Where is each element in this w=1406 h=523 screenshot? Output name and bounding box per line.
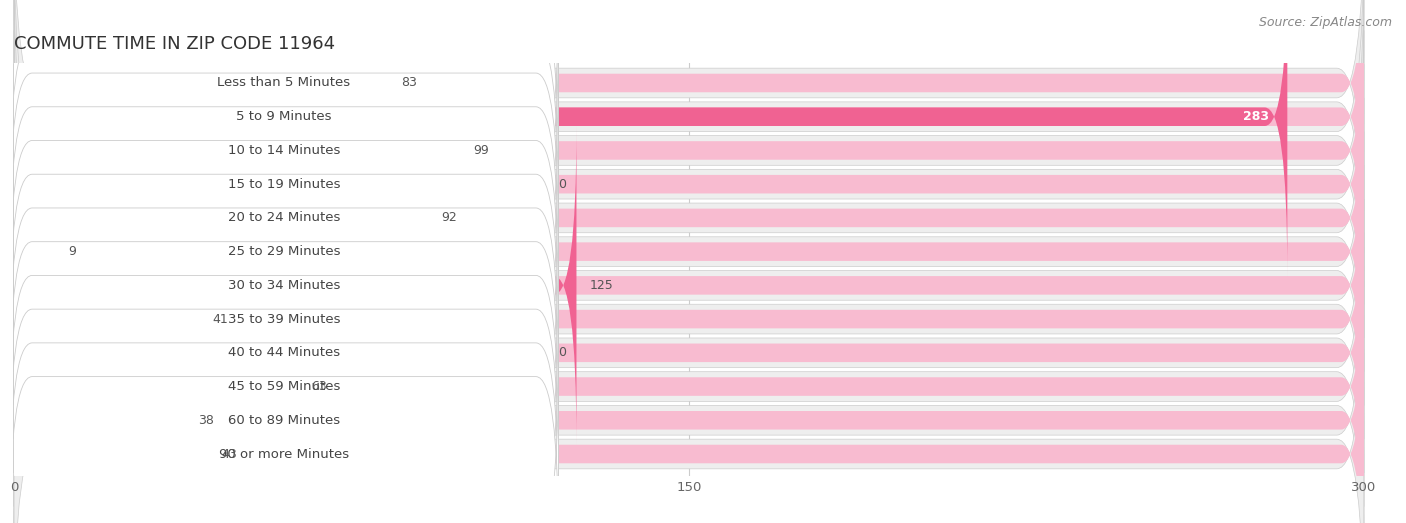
Text: Source: ZipAtlas.com: Source: ZipAtlas.com [1258, 16, 1392, 29]
FancyBboxPatch shape [10, 194, 558, 377]
FancyBboxPatch shape [14, 59, 427, 377]
FancyBboxPatch shape [14, 25, 1364, 344]
FancyBboxPatch shape [14, 92, 1364, 411]
FancyBboxPatch shape [14, 126, 576, 445]
Text: 0: 0 [558, 178, 567, 191]
FancyBboxPatch shape [14, 92, 55, 411]
FancyBboxPatch shape [14, 0, 1364, 310]
Text: COMMUTE TIME IN ZIP CODE 11964: COMMUTE TIME IN ZIP CODE 11964 [14, 35, 335, 53]
FancyBboxPatch shape [14, 0, 1364, 372]
FancyBboxPatch shape [14, 227, 1364, 523]
Text: 43: 43 [221, 448, 236, 461]
Text: 45 to 59 Minutes: 45 to 59 Minutes [228, 380, 340, 393]
FancyBboxPatch shape [14, 165, 1364, 523]
FancyBboxPatch shape [14, 64, 1364, 439]
Text: 20 to 24 Minutes: 20 to 24 Minutes [228, 211, 340, 224]
FancyBboxPatch shape [14, 132, 1364, 507]
FancyBboxPatch shape [10, 93, 558, 276]
FancyBboxPatch shape [14, 0, 1364, 242]
Text: 63: 63 [311, 380, 326, 393]
FancyBboxPatch shape [14, 160, 1364, 479]
FancyBboxPatch shape [10, 161, 558, 343]
Text: 15 to 19 Minutes: 15 to 19 Minutes [228, 178, 340, 191]
FancyBboxPatch shape [14, 98, 1364, 473]
FancyBboxPatch shape [14, 294, 1364, 523]
Text: 5 to 9 Minutes: 5 to 9 Minutes [236, 110, 332, 123]
Text: 99: 99 [472, 144, 489, 157]
FancyBboxPatch shape [14, 261, 1364, 523]
FancyBboxPatch shape [14, 227, 298, 523]
FancyBboxPatch shape [14, 194, 1364, 512]
FancyBboxPatch shape [10, 127, 558, 309]
FancyBboxPatch shape [14, 199, 1364, 523]
FancyBboxPatch shape [14, 0, 1364, 304]
FancyBboxPatch shape [10, 0, 558, 174]
FancyBboxPatch shape [10, 26, 558, 208]
FancyBboxPatch shape [10, 295, 558, 478]
Text: 25 to 29 Minutes: 25 to 29 Minutes [228, 245, 340, 258]
FancyBboxPatch shape [10, 59, 558, 242]
FancyBboxPatch shape [14, 59, 1364, 377]
Text: 10 to 14 Minutes: 10 to 14 Minutes [228, 144, 340, 157]
FancyBboxPatch shape [14, 0, 388, 242]
FancyBboxPatch shape [14, 261, 186, 523]
FancyBboxPatch shape [14, 267, 1364, 523]
Text: 30 to 34 Minutes: 30 to 34 Minutes [228, 279, 340, 292]
Text: 40 to 44 Minutes: 40 to 44 Minutes [228, 346, 340, 359]
FancyBboxPatch shape [10, 329, 558, 511]
Text: 83: 83 [401, 76, 416, 89]
FancyBboxPatch shape [14, 0, 460, 310]
FancyBboxPatch shape [14, 126, 1364, 445]
FancyBboxPatch shape [10, 228, 558, 411]
FancyBboxPatch shape [14, 0, 1364, 270]
Text: 92: 92 [441, 211, 457, 224]
Text: 283: 283 [1243, 110, 1270, 123]
Text: 38: 38 [198, 414, 214, 427]
FancyBboxPatch shape [14, 0, 1288, 276]
Text: 90 or more Minutes: 90 or more Minutes [219, 448, 349, 461]
Text: 60 to 89 Minutes: 60 to 89 Minutes [228, 414, 340, 427]
Text: Less than 5 Minutes: Less than 5 Minutes [218, 76, 350, 89]
FancyBboxPatch shape [14, 0, 1364, 338]
FancyBboxPatch shape [14, 160, 198, 479]
FancyBboxPatch shape [10, 363, 558, 523]
Text: 35 to 39 Minutes: 35 to 39 Minutes [228, 313, 340, 326]
FancyBboxPatch shape [10, 262, 558, 444]
Text: 0: 0 [558, 346, 567, 359]
Text: 9: 9 [67, 245, 76, 258]
FancyBboxPatch shape [14, 0, 1364, 276]
FancyBboxPatch shape [14, 294, 208, 523]
Text: 41: 41 [212, 313, 228, 326]
Text: 125: 125 [591, 279, 613, 292]
FancyBboxPatch shape [14, 233, 1364, 523]
FancyBboxPatch shape [14, 30, 1364, 405]
